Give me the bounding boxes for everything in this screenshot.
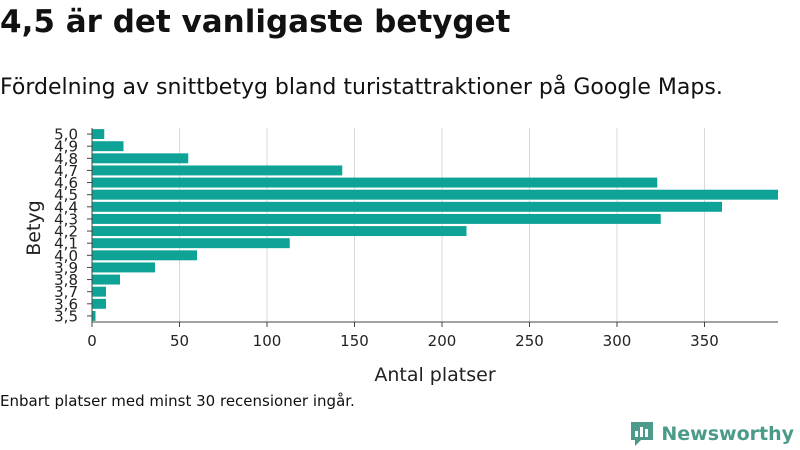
chart-title: 4,5 är det vanligaste betyget xyxy=(0,4,511,40)
x-tick-label: 250 xyxy=(515,332,544,350)
bar-3-8 xyxy=(92,274,120,285)
y-tick-label: 4,6 xyxy=(54,174,78,192)
bar-4-2 xyxy=(92,226,467,237)
bar-4-7 xyxy=(92,165,343,176)
bar-5-0 xyxy=(92,129,105,140)
bar-4-0 xyxy=(92,250,197,261)
newsworthy-logo-icon xyxy=(631,422,654,446)
grid-lines xyxy=(179,128,705,322)
y-tick-label: 4,0 xyxy=(54,247,78,265)
y-tick-label: 4,8 xyxy=(54,150,78,168)
axes xyxy=(87,128,778,327)
y-tick-label: 4,4 xyxy=(54,198,78,216)
y-tick-label: 4,3 xyxy=(54,210,78,228)
chart-subtitle: Fördelning av snittbetyg bland turistatt… xyxy=(0,75,723,100)
y-tick-label: 4,2 xyxy=(54,223,78,241)
x-axis-label: Antal platser xyxy=(374,364,495,386)
footnote: Enbart platser med minst 30 recensioner … xyxy=(0,392,355,410)
bar-3-6 xyxy=(92,298,106,309)
bar-4-9 xyxy=(92,141,124,152)
bar-4-4 xyxy=(92,201,722,212)
y-tick-label: 3,6 xyxy=(54,295,78,313)
x-tick-label: 150 xyxy=(340,332,369,350)
y-tick-label: 4,9 xyxy=(54,138,78,156)
x-tick-label: 0 xyxy=(87,332,97,350)
bar-4-8 xyxy=(92,153,189,164)
y-tick-label: 5,0 xyxy=(54,126,78,144)
y-tick-label: 4,1 xyxy=(54,235,78,253)
x-tick-label: 350 xyxy=(690,332,719,350)
y-tick-label: 4,5 xyxy=(54,186,78,204)
y-axis-label: Betyg xyxy=(23,200,45,255)
tick-labels: 0 50 100 150 200 250 300 3505,04,94,84,74,64,54… xyxy=(54,126,719,350)
y-tick-label: 3,9 xyxy=(54,259,78,277)
bar-4-1 xyxy=(92,238,290,249)
bar-chart: 0 50 100 150 200 250 300 3505,04,94,84,74,64,54… xyxy=(23,126,778,386)
x-tick-label: 50 xyxy=(170,332,189,350)
x-tick-label: 200 xyxy=(428,332,457,350)
brand-logo[interactable]: Newsworthy xyxy=(629,420,794,448)
bar-4-3 xyxy=(92,213,661,224)
x-tick-label: 100 xyxy=(253,332,282,350)
bar-3-9 xyxy=(92,262,155,273)
x-tick-label: 300 xyxy=(603,332,632,350)
bar-3-5 xyxy=(92,310,96,321)
bars xyxy=(92,129,778,321)
y-tick-label: 4,7 xyxy=(54,162,78,180)
brand-name: Newsworthy xyxy=(661,423,794,445)
bar-3-7 xyxy=(92,286,106,297)
y-tick-label: 3,8 xyxy=(54,271,78,289)
y-tick-label: 3,5 xyxy=(54,307,78,325)
bar-4-5 xyxy=(92,189,778,200)
y-tick-label: 3,7 xyxy=(54,283,78,301)
bar-4-6 xyxy=(92,177,658,188)
